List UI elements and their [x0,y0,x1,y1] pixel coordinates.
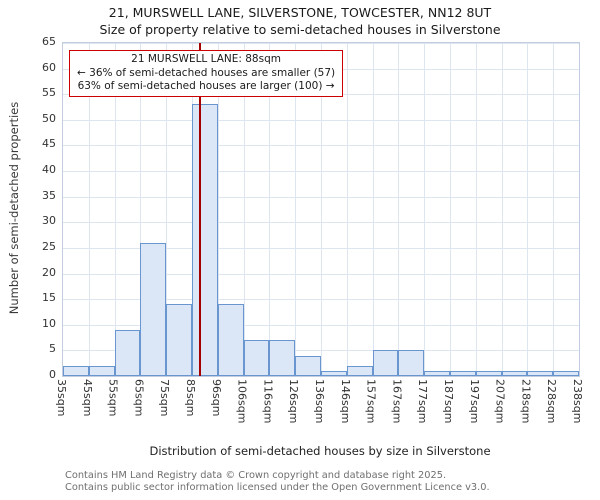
x-tick-label-187sqm: 187sqm [442,379,455,424]
gridline-vertical [450,43,451,376]
histogram-bar-187sqm [450,370,476,376]
histogram-bar-197sqm [475,370,502,376]
plot-area: 21 MURSWELL LANE: 88sqm ← 36% of semi-de… [62,42,580,377]
x-tick-label-65sqm: 65sqm [132,379,146,417]
y-axis-label: Number of semi-detached properties [7,101,21,315]
footer-line-2: Contains public sector information licen… [65,481,490,493]
gridline-vertical [243,43,245,376]
x-tick-label-35sqm: 35sqm [55,379,68,417]
y-tick-label-5: 5 [49,342,56,356]
gridline-vertical [295,43,297,376]
histogram-bar-85sqm [192,104,218,376]
y-tick-label-60: 60 [42,60,56,74]
gridline-vertical [527,43,529,376]
x-tick-label-85sqm: 85sqm [184,379,197,417]
x-tick-label-228sqm: 228sqm [545,379,559,424]
gridline-vertical [166,43,168,376]
x-tick-label-207sqm: 207sqm [493,379,507,424]
histogram-bar-167sqm [398,350,425,376]
y-tick-label-40: 40 [42,163,56,177]
chart-subtitle: Size of property relative to semi-detach… [99,22,501,37]
histogram-bar-75sqm [166,304,192,376]
histogram-bar-55sqm [114,329,141,376]
histogram-bar-157sqm [372,350,399,376]
x-tick-label-106sqm: 106sqm [235,379,249,424]
gridline-vertical [475,43,477,376]
histogram-bar-106sqm [243,340,270,376]
histogram-bar-45sqm [88,365,115,376]
y-tick-label-30: 30 [42,214,56,228]
histogram-bar-218sqm [527,370,554,376]
y-tick-label-25: 25 [42,239,56,253]
histogram-bar-146sqm [346,365,373,376]
gridline-vertical [114,43,116,376]
histogram-bar-228sqm [553,370,579,376]
gridline-vertical [398,43,400,376]
annotation-smaller-line: ← 36% of semi-detached houses are smalle… [77,66,336,79]
histogram-bar-207sqm [501,370,528,376]
x-axis-label: Distribution of semi-detached houses by … [149,444,491,458]
footer-attribution: Contains HM Land Registry data © Crown c… [65,470,490,494]
gridline-vertical [424,43,426,376]
x-tick-label-55sqm: 55sqm [106,379,120,417]
gridline-vertical [553,43,555,376]
x-tick-label-167sqm: 167sqm [390,379,404,424]
x-tick-label-116sqm: 116sqm [261,379,275,424]
y-tick-label-10: 10 [42,316,56,330]
chart-title: 21, MURSWELL LANE, SILVERSTONE, TOWCESTE… [108,5,492,20]
gridline-vertical [372,43,374,376]
histogram-bar-96sqm [217,304,244,376]
footer-line-1: Contains HM Land Registry data © Crown c… [65,470,447,481]
y-tick-label-55: 55 [42,86,56,100]
y-tick-label-15: 15 [42,291,56,305]
gridline-vertical [321,43,322,376]
x-tick-label-218sqm: 218sqm [519,379,533,424]
y-tick-label-20: 20 [42,265,56,279]
x-tick-label-238sqm: 238sqm [571,379,584,424]
histogram-bar-116sqm [269,340,296,376]
annotation-box: 21 MURSWELL LANE: 88sqm ← 36% of semi-de… [69,50,344,97]
x-tick-label-75sqm: 75sqm [158,379,172,417]
x-tick-label-146sqm: 146sqm [338,379,352,424]
x-tick-label-45sqm: 45sqm [80,379,94,417]
gridline-vertical [88,43,90,376]
histogram-bar-35sqm [63,365,89,376]
annotation-larger-line: 63% of semi-detached houses are larger (… [77,80,335,93]
x-tick-label-126sqm: 126sqm [287,379,301,424]
gridline-vertical [501,43,503,376]
gridline-vertical [346,43,348,376]
x-tick-label-157sqm: 157sqm [364,379,378,424]
x-tick-label-197sqm: 197sqm [467,379,481,424]
gridline-vertical [217,43,219,376]
histogram-bar-136sqm [321,370,347,376]
histogram-bar-65sqm [140,242,167,376]
x-tick-label-136sqm: 136sqm [313,379,326,424]
y-tick-label-65: 65 [42,35,56,48]
y-tick-label-0: 0 [49,368,56,381]
x-tick-label-96sqm: 96sqm [209,379,223,417]
y-tick-label-50: 50 [42,111,56,125]
gridline-vertical [140,43,142,376]
y-tick-label-35: 35 [42,188,56,202]
x-tick-label-177sqm: 177sqm [416,379,430,424]
histogram-bar-126sqm [295,355,321,376]
annotation-property-line: 21 MURSWELL LANE: 88sqm [131,53,281,65]
property-size-marker-line [199,43,201,376]
y-tick-label-45: 45 [42,137,56,151]
histogram-bar-177sqm [424,370,450,376]
gridline-vertical [269,43,271,376]
